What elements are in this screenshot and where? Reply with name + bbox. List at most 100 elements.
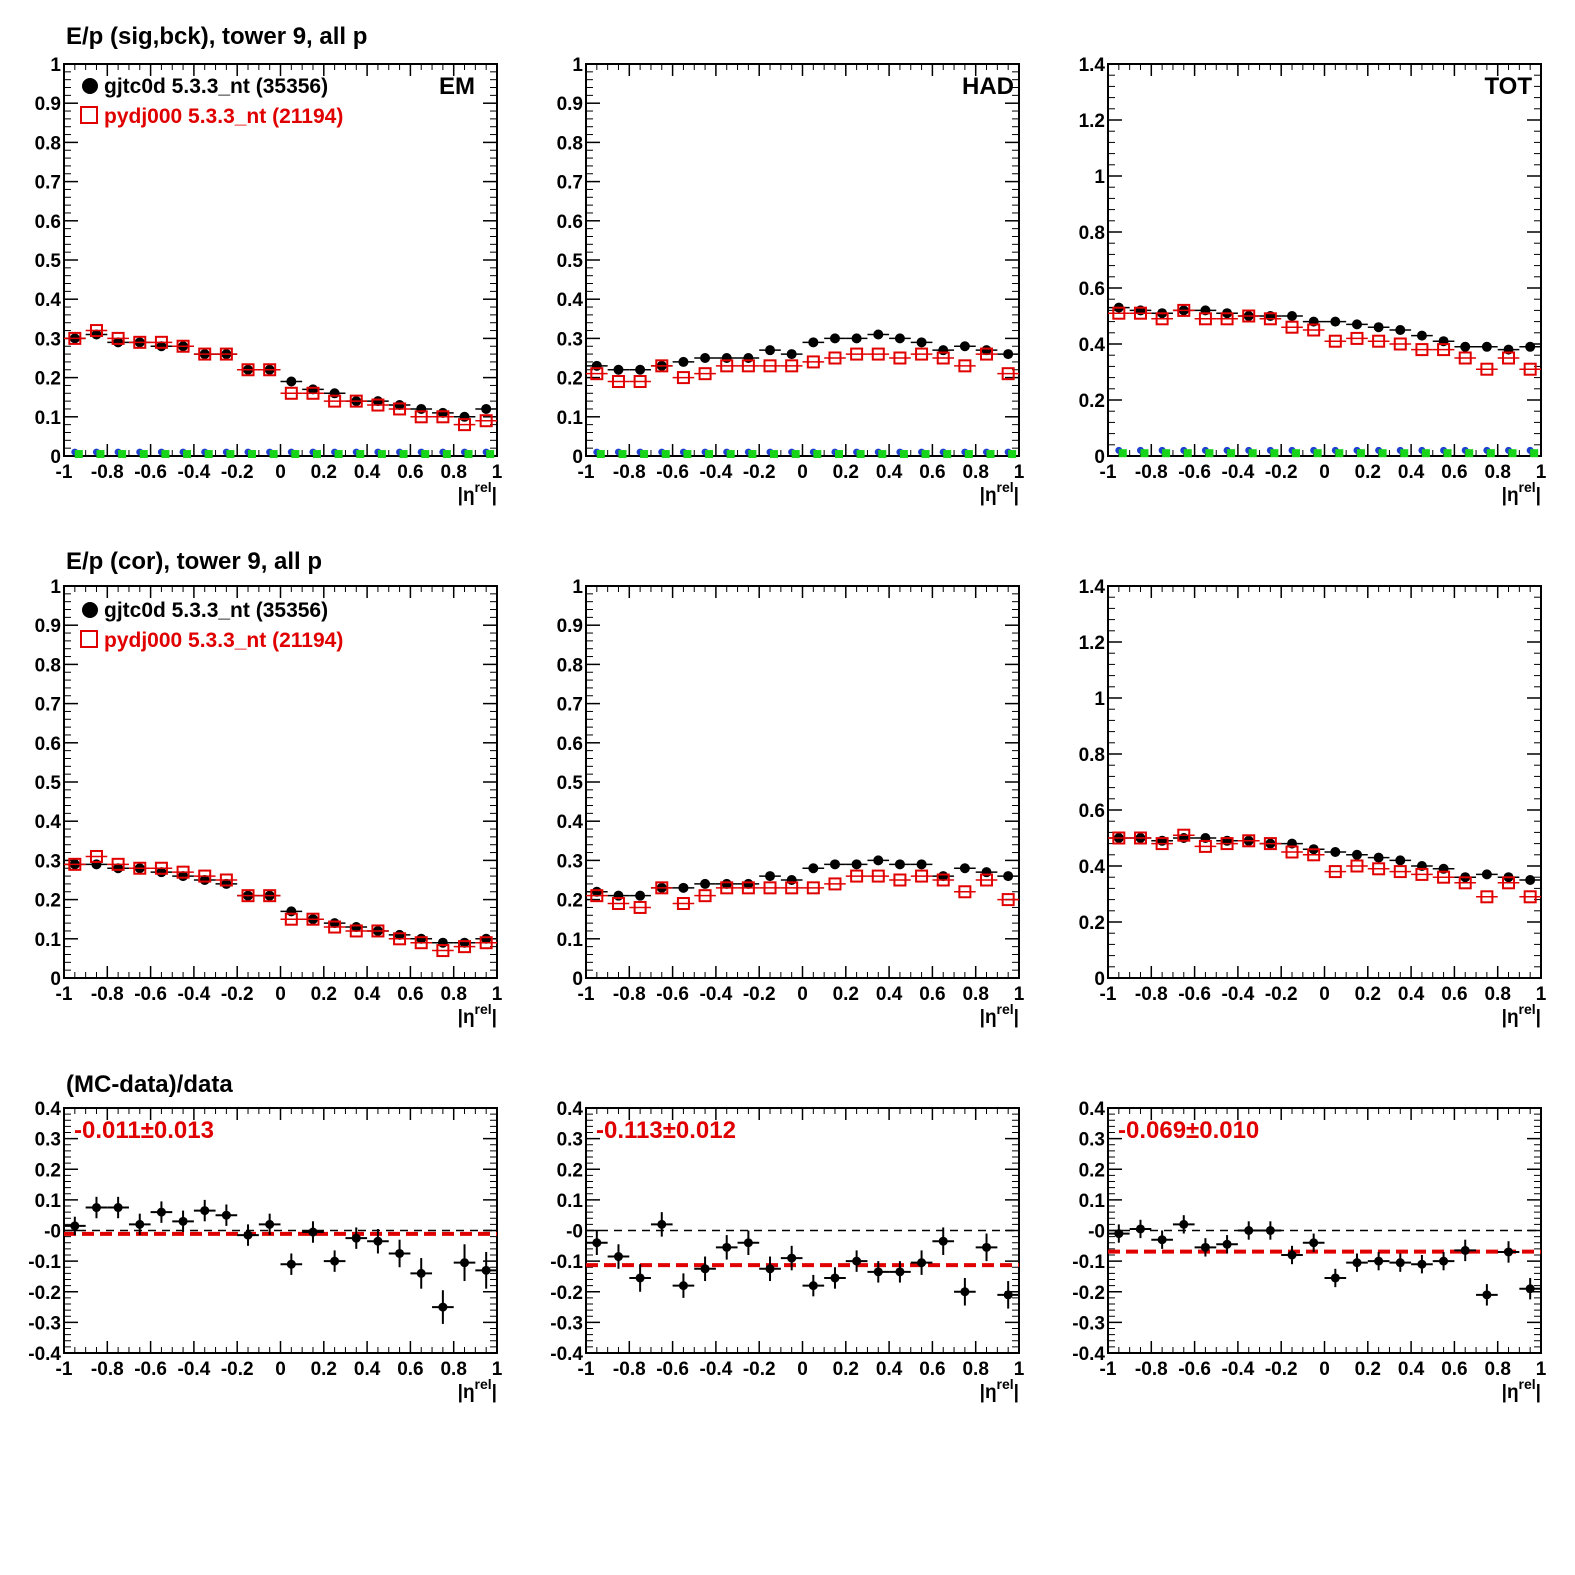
mc-point	[154, 335, 168, 349]
mc-point	[1112, 306, 1126, 320]
mc-point	[89, 849, 103, 863]
legend-row1: gjtc0d 5.3.3_nt (35356) pydj000 5.3.3_nt…	[80, 75, 343, 128]
mc-point	[1437, 343, 1451, 357]
mc-point	[1350, 331, 1364, 345]
mc-point	[633, 900, 647, 914]
y-tick-label: 0	[1094, 447, 1105, 468]
x-tick-label: 0.4	[1398, 462, 1425, 483]
x-tick-label: -0.8	[1135, 1359, 1168, 1380]
bkg-point-b	[118, 450, 127, 459]
mc-point	[980, 347, 994, 361]
x-axis-label: |ηrel|	[1502, 479, 1541, 506]
x-tick-label: -1	[578, 462, 595, 483]
x-tick-label: -0.2	[1265, 462, 1298, 483]
mc-point	[263, 363, 277, 377]
ratio-point	[1200, 1242, 1210, 1252]
mc-point	[1480, 890, 1494, 904]
mc-point	[806, 881, 820, 895]
x-tick-label: -0.6	[1178, 462, 1211, 483]
y-tick-label: -0.1	[28, 1252, 61, 1273]
bkg-point-b	[356, 450, 365, 459]
data-point	[286, 376, 297, 387]
x-tick-label: 0.2	[833, 462, 859, 483]
bkg-point-b	[683, 450, 692, 459]
ratio-point	[635, 1273, 645, 1283]
mc-point	[89, 324, 103, 338]
data-point	[916, 859, 927, 870]
mc-point	[1458, 876, 1472, 890]
y-tick-label: 0.3	[35, 1130, 61, 1151]
x-tick-label: -0.4	[700, 1359, 733, 1380]
legend-data-label: gjtc0d 5.3.3_nt (35356)	[104, 599, 328, 622]
mc-point	[1242, 834, 1256, 848]
data-point	[765, 871, 776, 882]
ratio-point	[91, 1203, 101, 1213]
y-tick-label: -0.2	[1072, 1283, 1105, 1304]
bkg-point-b	[1421, 449, 1430, 458]
mc-point	[436, 410, 450, 424]
x-tick-label: 0.4	[876, 1359, 903, 1380]
x-axis-label: |ηrel|	[980, 1001, 1019, 1028]
y-tick-label: 0.2	[35, 1160, 61, 1181]
data-point	[635, 890, 646, 901]
mc-point	[1001, 367, 1015, 381]
mc-point	[850, 347, 864, 361]
x-tick-label: -0.2	[221, 984, 254, 1005]
x-tick-label: 1	[1014, 1359, 1025, 1380]
data-point	[635, 364, 646, 375]
x-tick-label: 1	[492, 1359, 503, 1380]
y-tick-label: 0.3	[557, 1130, 583, 1151]
mc-point	[219, 873, 233, 887]
mc-point	[871, 869, 885, 883]
y-tick-label: 0.2	[557, 369, 583, 390]
bkg-point-b	[291, 450, 300, 459]
bkg-point-b	[1465, 449, 1474, 458]
mc-point	[133, 861, 147, 875]
ratio-point	[460, 1258, 470, 1268]
x-tick-label: 0.6	[397, 1359, 423, 1380]
mc-point	[393, 932, 407, 946]
x-tick-label: 0	[1319, 1359, 1330, 1380]
y-tick-label: 0.1	[1079, 1191, 1106, 1212]
bkg-point-b	[1008, 450, 1017, 459]
y-tick-label: 0.7	[35, 173, 61, 194]
y-tick-label: 0.2	[35, 891, 61, 912]
mc-point	[1415, 867, 1429, 881]
x-tick-label: 0.4	[354, 462, 381, 483]
fit-result-text: -0.113±0.012	[596, 1117, 736, 1144]
bkg-point-b	[464, 450, 473, 459]
bkg-point-b	[421, 450, 430, 459]
data-point	[678, 882, 689, 893]
x-tick-label: 1	[1536, 1359, 1547, 1380]
y-tick-label: 1	[50, 55, 61, 76]
ratio-point	[917, 1258, 927, 1268]
mc-point	[458, 418, 472, 432]
ratio-point	[1309, 1238, 1319, 1248]
mc-point	[1177, 828, 1191, 842]
bkg-point-b	[921, 450, 930, 459]
mc-point	[1155, 837, 1169, 851]
mc-point	[611, 897, 625, 911]
data-point	[481, 403, 492, 414]
x-tick-label: -1	[578, 984, 595, 1005]
y-tick-label: 0.3	[35, 329, 61, 350]
legend-data-marker	[82, 602, 98, 618]
x-tick-label: 0	[797, 462, 808, 483]
bkg-point-b	[139, 450, 148, 459]
data-point	[1330, 316, 1341, 327]
x-tick-label: -1	[56, 984, 73, 1005]
data-point	[786, 349, 797, 360]
mc-point	[915, 347, 929, 361]
mc-point	[936, 873, 950, 887]
x-tick-label: -0.6	[134, 984, 167, 1005]
ratio-point	[938, 1236, 948, 1246]
x-tick-label: 0.6	[397, 984, 423, 1005]
mc-point	[241, 363, 255, 377]
bkg-point-b	[1486, 449, 1495, 458]
x-tick-label: 0.4	[354, 1359, 381, 1380]
y-tick-label: 0	[50, 969, 61, 990]
mc-point	[198, 869, 212, 883]
data-point	[1003, 871, 1014, 882]
x-tick-label: -0.6	[656, 462, 689, 483]
bkg-point-b	[726, 450, 735, 459]
